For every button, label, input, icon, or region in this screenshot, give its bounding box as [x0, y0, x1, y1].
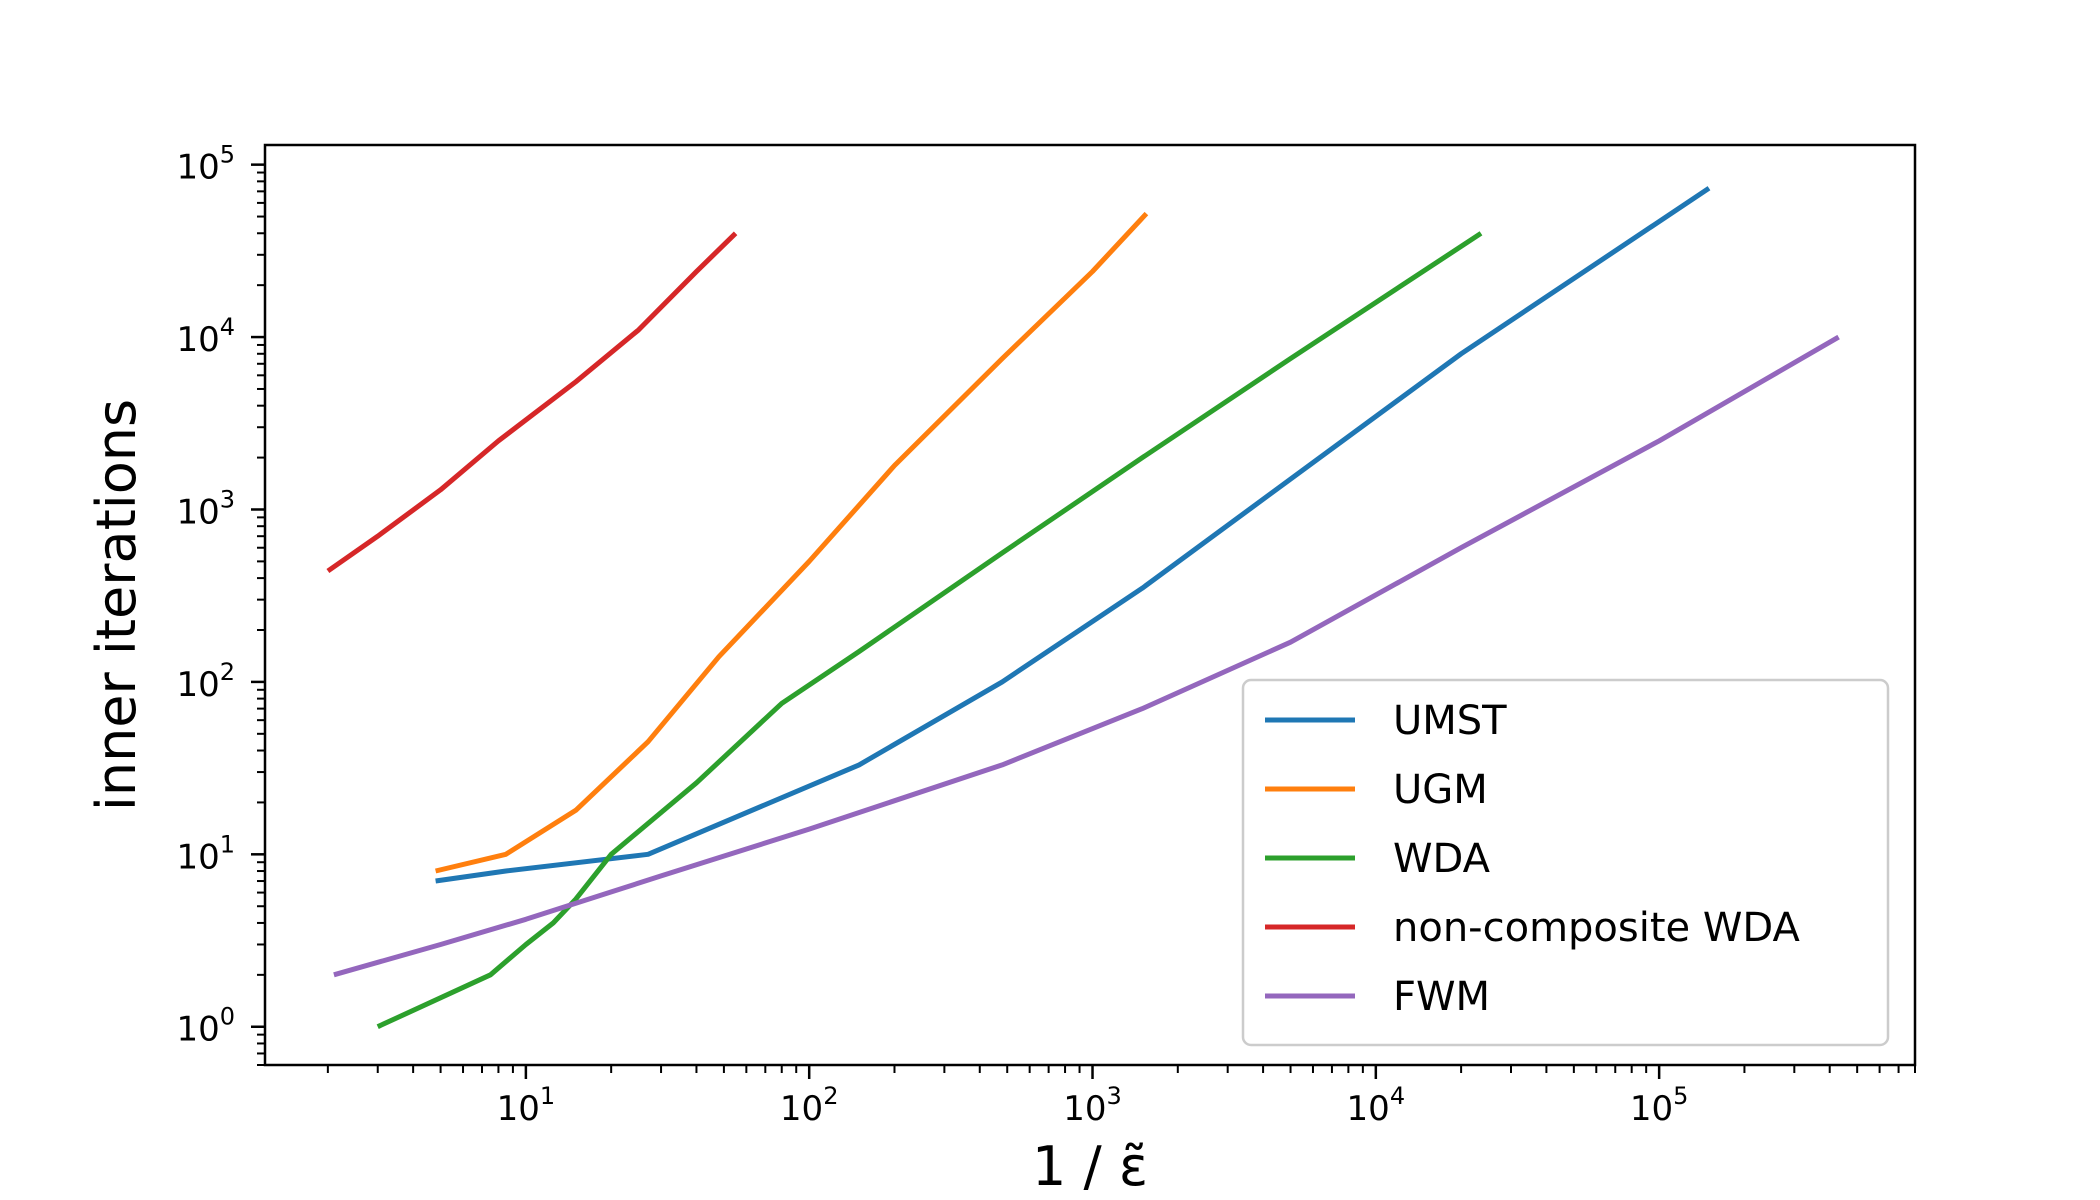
x-tick-label: 102	[780, 1082, 839, 1129]
series-layer	[326, 186, 1840, 1029]
y-tick-label: 101	[176, 830, 235, 877]
y-tick-label: 103	[176, 485, 235, 532]
x-tick-label: 105	[1630, 1082, 1689, 1129]
series-line-ugm	[435, 211, 1149, 874]
series-line-non-composite-wda	[326, 231, 738, 574]
y-axis-label: inner iterations	[85, 399, 148, 811]
x-axis-label: 1 / ε̃	[1032, 1135, 1148, 1198]
x-tick-label: 103	[1063, 1082, 1122, 1129]
legend-label: WDA	[1393, 836, 1491, 882]
x-tick-base: 10	[780, 1089, 823, 1129]
x-tick-exponent: 1	[540, 1082, 555, 1110]
y-tick-label: 105	[176, 141, 235, 188]
legend-label: UGM	[1393, 767, 1488, 813]
x-tick-exponent: 4	[1390, 1082, 1405, 1110]
y-tick-base: 10	[176, 320, 219, 360]
y-tick-exponent: 4	[220, 313, 235, 341]
y-tick-label: 100	[176, 1003, 235, 1050]
y-tick-base: 10	[176, 837, 219, 877]
x-tick-label: 101	[497, 1082, 556, 1129]
x-tick-base: 10	[497, 1089, 540, 1129]
x-tick-base: 10	[1063, 1089, 1106, 1129]
legend-label: non-composite WDA	[1393, 905, 1801, 951]
y-tick-label: 102	[176, 658, 235, 705]
y-tick-exponent: 2	[220, 658, 235, 686]
x-axis: 101 102 103 104 105	[326, 1065, 1916, 1129]
x-tick-exponent: 5	[1673, 1082, 1688, 1110]
y-tick-base: 10	[176, 665, 219, 705]
y-tick-label: 104	[176, 313, 235, 360]
series-line-wda	[376, 231, 1483, 1029]
y-tick-base: 10	[176, 492, 219, 532]
series-line-fwm	[333, 334, 1840, 978]
legend-label: FWM	[1393, 974, 1490, 1020]
y-tick-exponent: 0	[220, 1003, 235, 1031]
legend-label: UMST	[1393, 698, 1507, 744]
y-tick-exponent: 3	[220, 485, 235, 513]
legend: UMST UGM WDA non-composite WDA FWM	[1241, 678, 1890, 1047]
y-tick-exponent: 5	[220, 141, 235, 169]
y-tick-base: 10	[176, 148, 219, 188]
y-tick-exponent: 1	[220, 830, 235, 858]
x-tick-base: 10	[1630, 1089, 1673, 1129]
series-line-umst	[435, 186, 1711, 884]
x-tick-exponent: 2	[823, 1082, 838, 1110]
x-tick-exponent: 3	[1107, 1082, 1122, 1110]
y-tick-base: 10	[176, 1010, 219, 1050]
x-tick-label: 104	[1347, 1082, 1406, 1129]
legend-box	[1241, 678, 1890, 1047]
plot-frame	[263, 143, 1917, 1067]
x-tick-base: 10	[1347, 1089, 1390, 1129]
